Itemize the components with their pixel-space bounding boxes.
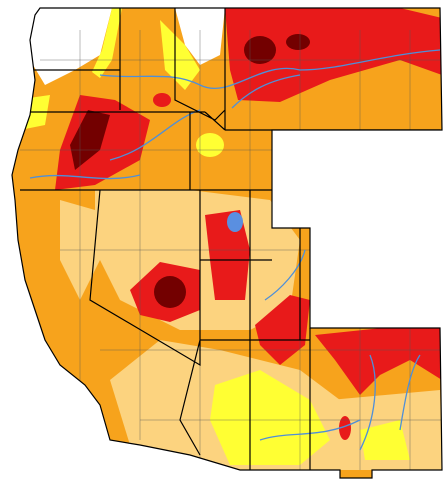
abnormally-dry <box>160 20 200 90</box>
exceptional-drought <box>286 34 310 50</box>
abnormally-dry <box>92 8 122 78</box>
state-borders <box>18 8 440 470</box>
extreme-drought <box>225 8 442 102</box>
rivers <box>29 49 441 451</box>
extreme-drought <box>205 210 250 300</box>
moderate-drought <box>272 140 310 228</box>
extreme-drought <box>255 295 310 365</box>
lake <box>227 212 243 232</box>
abnormally-dry <box>196 133 224 157</box>
extreme-drought <box>339 416 351 440</box>
extreme-drought <box>153 93 171 107</box>
region-outline <box>11 7 443 479</box>
exceptional-drought <box>154 276 186 308</box>
abnormally-dry <box>360 420 410 460</box>
extreme-drought <box>315 322 442 395</box>
no-drought <box>30 8 112 85</box>
exceptional-drought <box>244 36 276 64</box>
